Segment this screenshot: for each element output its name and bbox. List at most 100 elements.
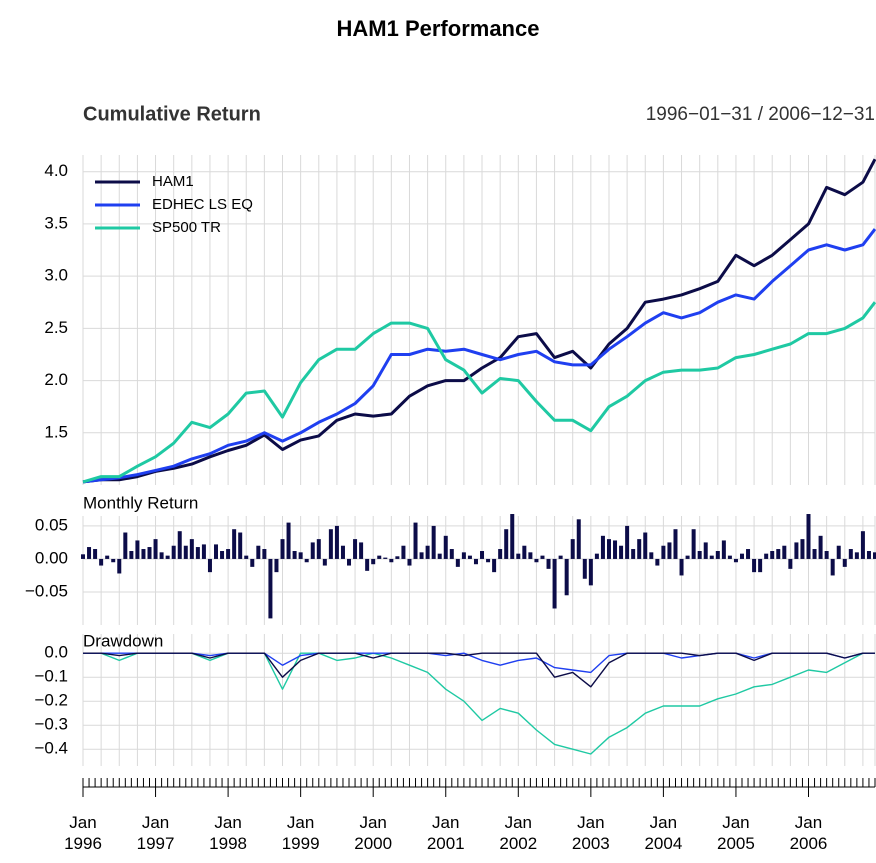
bar	[788, 558, 793, 569]
bar	[93, 549, 98, 559]
x-tick-label: Jan 2005	[717, 813, 755, 853]
bar	[207, 558, 212, 573]
bar	[697, 551, 702, 559]
bar	[105, 555, 110, 559]
bar	[534, 558, 539, 563]
panel-title: Cumulative Return	[83, 103, 261, 125]
bar	[516, 553, 521, 559]
bar	[189, 539, 194, 559]
bar	[467, 555, 472, 559]
y-tick-label: 2.0	[44, 370, 68, 389]
bar	[334, 525, 339, 559]
bar	[117, 558, 122, 574]
bar	[661, 545, 666, 559]
bar	[794, 542, 799, 559]
bar	[866, 551, 871, 559]
bar	[129, 551, 134, 559]
bar	[298, 552, 303, 559]
bar	[848, 549, 853, 559]
bar	[316, 539, 321, 559]
x-tick-label: Jan 2000	[354, 813, 393, 853]
bar	[389, 558, 394, 563]
legend-label: SP500 TR	[152, 219, 221, 236]
y-tick-label: −0.05	[25, 581, 68, 600]
bar	[214, 544, 219, 559]
legend-label: HAM1	[152, 173, 194, 190]
series-line	[82, 228, 876, 484]
bar	[340, 545, 345, 559]
bar	[238, 532, 243, 559]
y-tick-label: 4.0	[44, 161, 68, 180]
bar	[310, 542, 315, 559]
bar	[141, 549, 146, 559]
bar	[570, 539, 575, 559]
bar	[691, 529, 696, 559]
bar	[425, 545, 430, 559]
bar	[655, 558, 660, 566]
bar	[715, 551, 720, 559]
legend-label: EDHEC LS EQ	[152, 196, 253, 213]
bar	[304, 558, 309, 563]
bar	[437, 553, 442, 559]
bar	[135, 540, 140, 559]
bar	[746, 549, 751, 559]
bar	[637, 539, 642, 559]
bar	[673, 529, 678, 559]
bar	[377, 555, 382, 559]
bar	[371, 558, 376, 565]
bar	[280, 539, 285, 559]
bar	[365, 558, 370, 571]
y-tick-label: 3.5	[44, 213, 68, 232]
bar	[576, 519, 581, 559]
x-tick-label: Jan 2004	[644, 813, 683, 853]
bar	[703, 542, 708, 559]
bar	[619, 545, 624, 559]
bar	[413, 522, 418, 559]
bar	[800, 539, 805, 559]
x-tick-label: Jan 1997	[136, 813, 175, 853]
bar	[836, 545, 841, 559]
bar	[770, 551, 775, 559]
bar	[860, 531, 865, 559]
y-tick-label: 3.0	[44, 266, 68, 285]
x-tick-label: Jan 2006	[789, 813, 828, 853]
bar	[274, 558, 279, 573]
bar	[292, 551, 297, 559]
bar	[395, 556, 400, 559]
bar	[220, 551, 225, 559]
bar	[558, 555, 563, 559]
bar	[594, 553, 599, 559]
bar	[873, 552, 876, 559]
bar	[87, 547, 92, 559]
bar	[359, 542, 364, 559]
bar	[268, 558, 273, 619]
y-tick-label: −0.2	[34, 691, 68, 710]
bar	[328, 529, 333, 559]
bar	[407, 558, 412, 566]
bar	[250, 558, 255, 567]
panel-title: Drawdown	[83, 631, 163, 650]
bar	[625, 525, 630, 559]
bar	[631, 549, 636, 559]
bar	[449, 549, 454, 559]
bar	[776, 549, 781, 559]
bar	[165, 555, 170, 559]
bar	[492, 558, 497, 573]
bar	[431, 525, 436, 559]
bar	[183, 545, 188, 559]
bar	[147, 547, 152, 559]
bar	[153, 539, 158, 559]
bar	[486, 558, 491, 563]
bar	[322, 558, 327, 566]
y-tick-label: 0.00	[35, 548, 68, 567]
bar	[401, 545, 406, 559]
bar	[854, 552, 859, 559]
bar	[443, 535, 448, 559]
y-tick-label: 2.5	[44, 318, 68, 337]
bar	[709, 555, 714, 559]
bar	[232, 529, 237, 559]
series-line	[83, 652, 875, 674]
y-tick-label: 0.0	[44, 643, 68, 662]
